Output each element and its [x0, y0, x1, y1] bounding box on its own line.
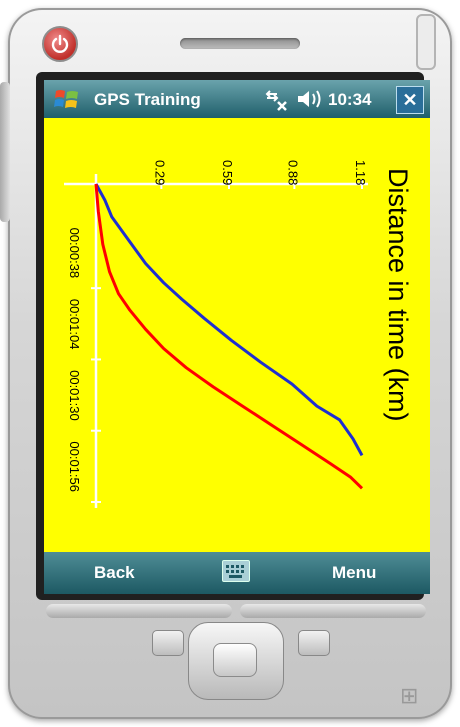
time-tick-label: 00:01:30 [67, 370, 82, 421]
menu-bar: Back Menu [44, 552, 430, 594]
close-button[interactable]: ✕ [396, 86, 424, 114]
dpad-center-button[interactable] [213, 643, 257, 677]
power-button[interactable] [42, 26, 78, 62]
app-title: GPS Training [94, 90, 201, 109]
time-tick-label: 00:01:56 [67, 441, 82, 492]
clock-time[interactable]: 10:34 [328, 90, 372, 109]
distance-tick-label: 0.59 [220, 160, 235, 185]
distance-tick-label: 1.18 [353, 160, 368, 185]
directional-pad[interactable] [188, 622, 284, 700]
back-softkey[interactable]: Back [94, 563, 135, 582]
right-hardware-softkey[interactable] [240, 604, 426, 618]
contacts-hardware-button[interactable] [152, 630, 184, 656]
chart-screen: 0.29 0.59 0.88 1.18 00:00:38 00:01:04 00:01:30… [44, 118, 430, 552]
earpiece-speaker [180, 38, 300, 49]
menu-softkey[interactable]: Menu [332, 563, 377, 582]
volume-icon[interactable] [295, 88, 323, 110]
connectivity-icon[interactable] [264, 89, 290, 111]
chart-title: Distance in time (km) [383, 168, 413, 422]
time-tick-label: 00:00:38 [67, 228, 82, 279]
side-button[interactable] [0, 82, 10, 222]
status-bar: GPS Training 10:34 ✕ [44, 80, 430, 118]
distance-tick-label: 0.88 [285, 160, 300, 185]
left-hardware-softkey[interactable] [46, 604, 232, 618]
windows-flag-icon: ⊞ [400, 684, 419, 709]
power-icon [51, 34, 69, 53]
distance-time-chart: 0.29 0.59 0.88 1.18 00:00:38 00:01:04 00:01:30… [64, 160, 413, 508]
time-tick-label: 00:01:04 [67, 299, 82, 350]
series-line-1 [94, 183, 364, 490]
windows-start-icon[interactable] [54, 87, 80, 111]
series-line-0 [94, 183, 364, 457]
stylus-slot [416, 14, 436, 70]
distance-tick-label: 0.29 [152, 160, 167, 185]
keyboard-icon[interactable] [222, 560, 250, 582]
calendar-hardware-button[interactable] [298, 630, 330, 656]
